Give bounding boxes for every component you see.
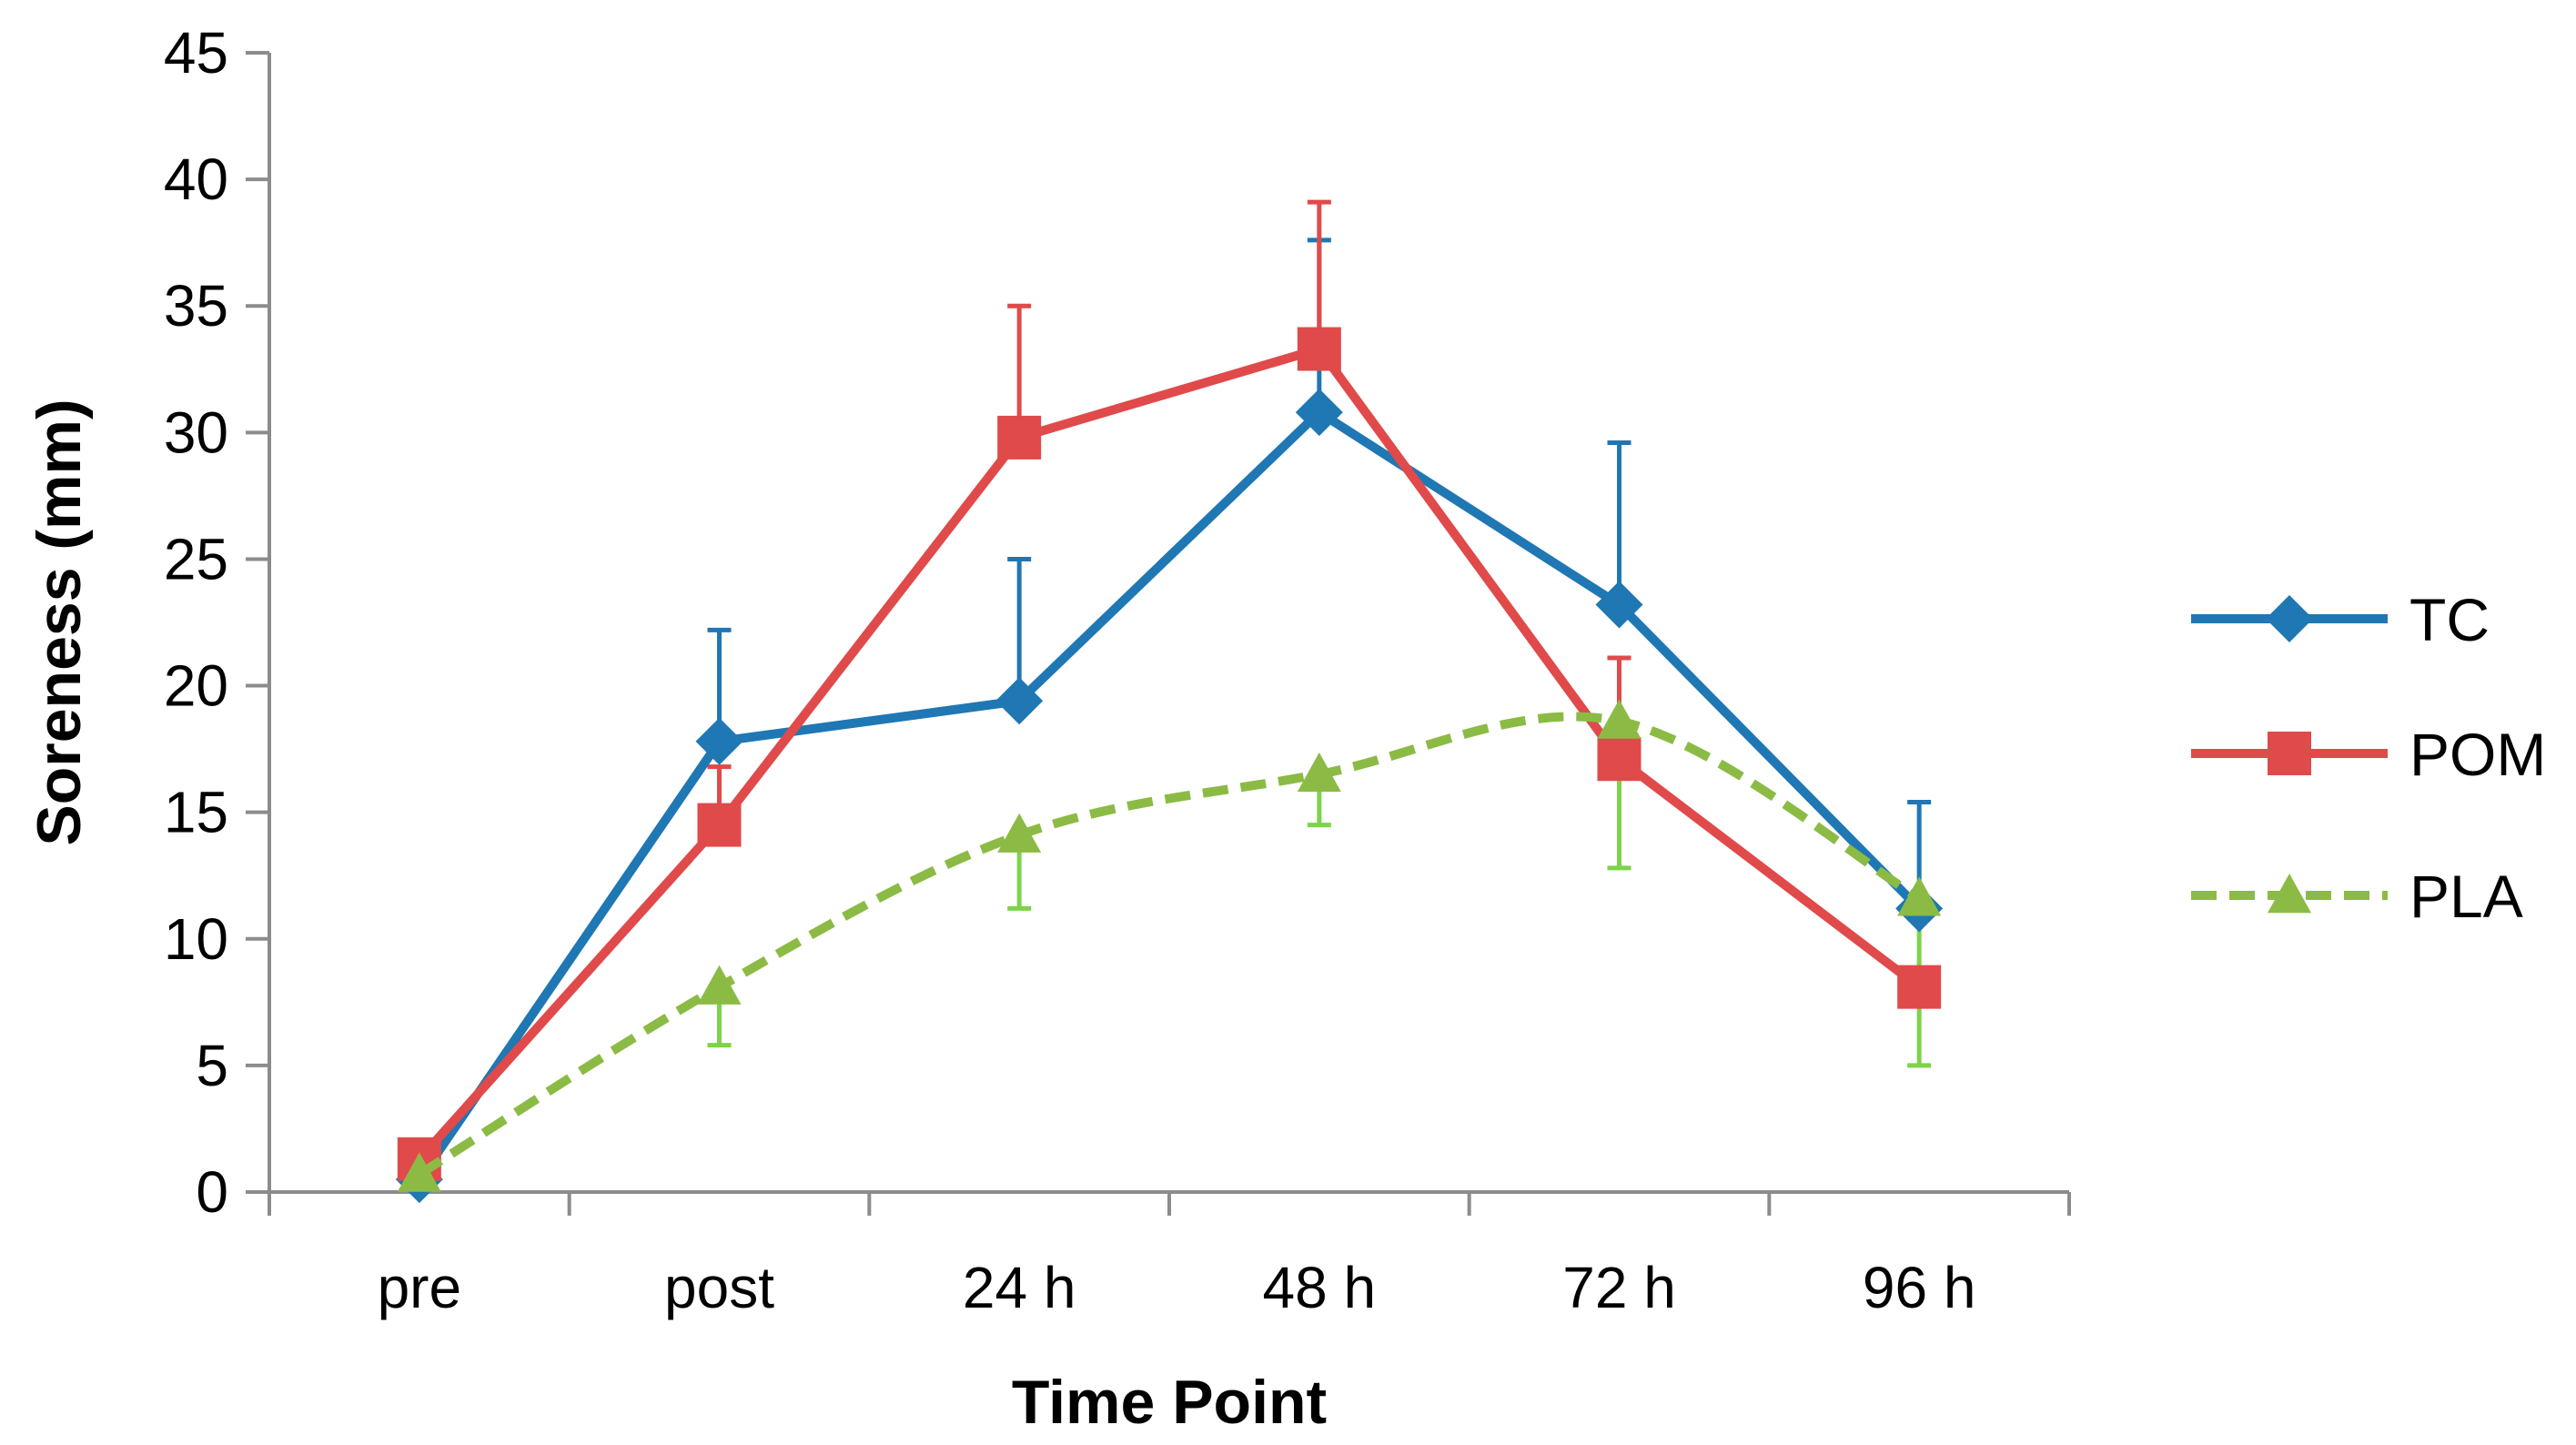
data-point-pla [1297,752,1341,793]
data-point-tc [695,717,743,765]
series-line-pla [417,712,1922,1178]
data-point-tc [1295,389,1343,437]
series-line-pom [416,344,1923,1163]
data-point-pla [1597,699,1642,739]
legend-label-tc: TC [2409,586,2490,653]
data-point-pla [697,965,742,1005]
x-tick-label: 96 h [1863,1255,1976,1320]
series-group [395,327,1944,1204]
data-point-pom [997,415,1042,460]
legend-marker-pla [2268,874,2311,914]
y-tick-label: 45 [164,20,228,86]
data-point-pla [997,813,1042,853]
data-point-pom [1297,327,1341,371]
legend-label-pla: PLA [2409,863,2523,930]
y-tick-label: 25 [164,526,228,591]
data-point-pla [397,1152,441,1192]
data-point-tc [995,677,1044,725]
data-point-pom [1597,737,1642,782]
data-point-pom [1897,965,1942,1009]
x-tick-label: 72 h [1562,1255,1676,1320]
legend-marker-tc [2266,595,2313,642]
x-tick-label: 24 h [963,1255,1076,1320]
x-axis-title: Time Point [1012,1368,1327,1437]
series-line-tc [415,408,1923,1182]
data-point-pom [697,803,742,847]
legend: TC POM PLA [2191,586,2546,930]
y-tick-label: 15 [164,780,228,845]
y-tick-label: 30 [164,399,228,465]
y-tick-label: 35 [164,273,228,339]
y-axis-title: Soreness (mm) [25,399,94,845]
y-tick-label: 5 [196,1033,228,1098]
x-tick-label: 48 h [1263,1255,1377,1320]
legend-label-pom: POM [2409,721,2546,788]
x-tick-label: post [664,1255,774,1320]
legend-marker-pom [2268,732,2311,775]
y-tick-label: 20 [164,653,228,719]
data-point-pla [1897,876,1942,916]
y-tick-label: 0 [196,1159,228,1225]
y-tick-label: 40 [164,147,228,212]
y-tick-label: 10 [164,906,228,972]
x-tick-label: pre [378,1255,462,1320]
data-point-tc [1595,581,1643,629]
axes: 0 5 10 15 20 25 30 35 40 45 pre post 24 h 48 h 72 h 96 … [164,20,2071,1320]
